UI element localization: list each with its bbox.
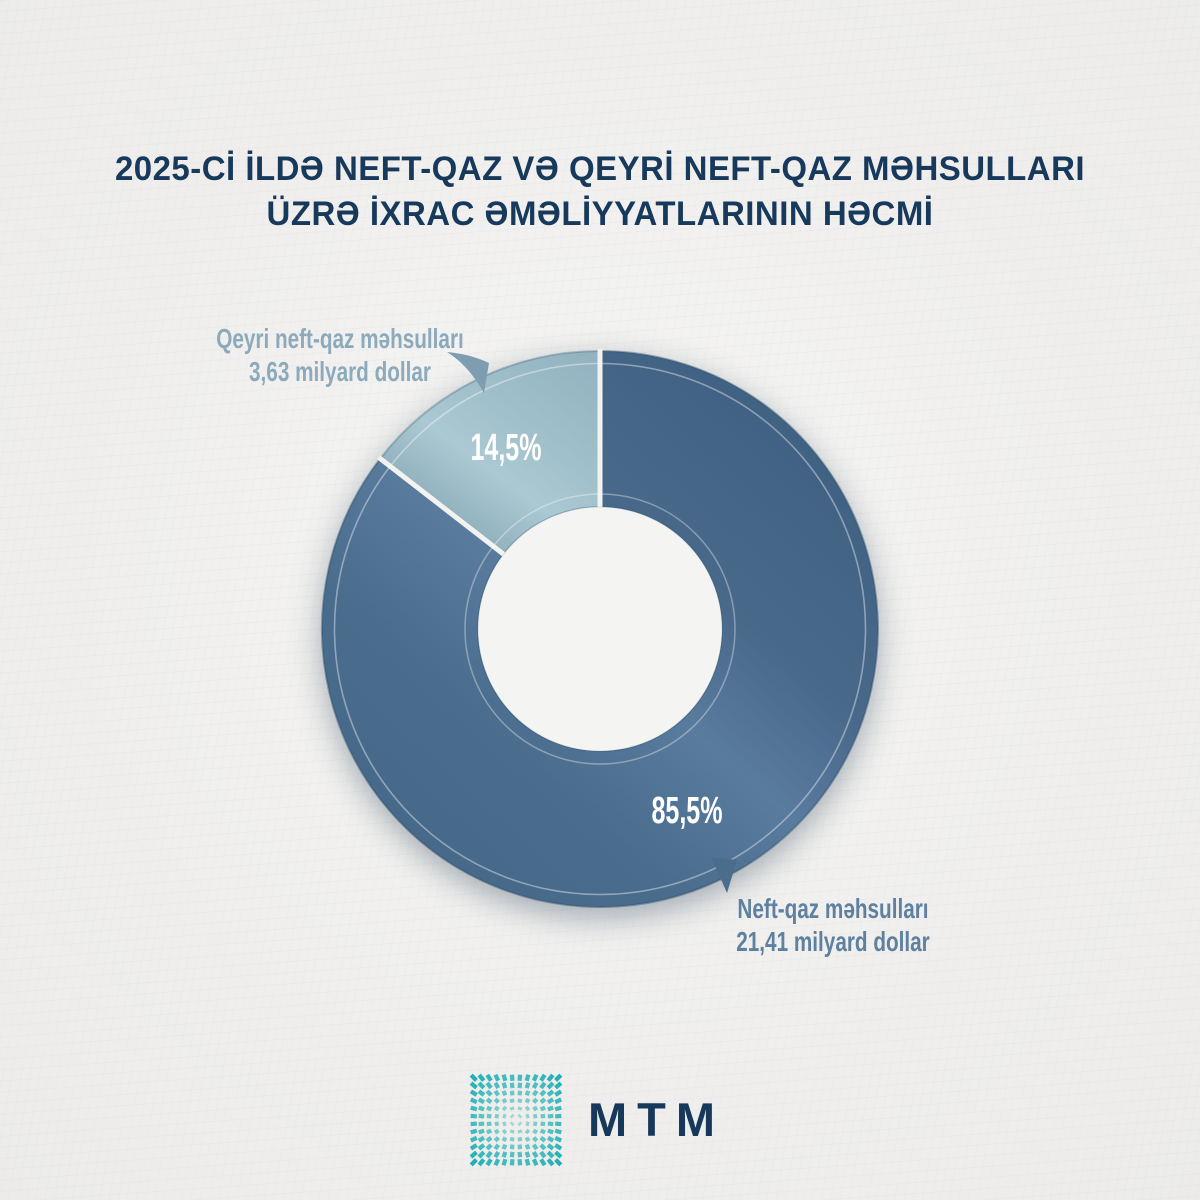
callout-oil: Neft-qaz məhsulları 21,41 milyard dollar: [736, 892, 929, 958]
pct-label-oil: 85,5%: [651, 789, 722, 831]
outer-highlight-ring: [333, 362, 867, 896]
callout-oil-name: Neft-qaz məhsulları: [737, 893, 929, 924]
pct-label-non-oil: 14,5%: [470, 426, 541, 468]
page-title: 2025-Cİ İLDƏ NEFT-QAZ VƏ QEYRİ NEFT-QAZ …: [0, 147, 1200, 237]
callout-non-oil: Qeyri neft-qaz məhsulları 3,63 milyard d…: [216, 322, 464, 388]
callout-oil-value: 21,41 milyard dollar: [736, 926, 930, 957]
inner-highlight-ring: [464, 493, 736, 765]
donut-hole: [477, 506, 723, 752]
callout-non-oil-name: Qeyri neft-qaz məhsulları: [216, 323, 464, 354]
brand: MTM: [468, 1071, 725, 1168]
mtm-logo-icon: [469, 1073, 563, 1166]
callout-non-oil-value: 3,63 milyard dollar: [249, 356, 431, 387]
brand-name: MTM: [588, 1093, 726, 1146]
title-line-1: 2025-Cİ İLDƏ NEFT-QAZ VƏ QEYRİ NEFT-QAZ …: [114, 149, 1086, 188]
callout-arrow-oil-icon: [711, 857, 737, 893]
title-line-2: ÜZRƏ İXRAC ƏMƏLİYYATLARININ HƏCMİ: [266, 194, 934, 233]
callout-arrow-non-oil-icon: [447, 352, 489, 393]
